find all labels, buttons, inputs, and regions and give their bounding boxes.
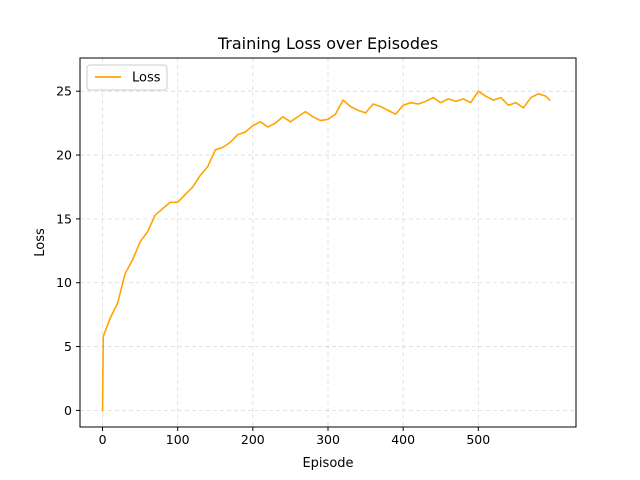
legend-label-loss: Loss [132,71,161,86]
legend: Loss [86,64,168,91]
y-tick-label: 20 [56,148,72,163]
series-line-loss [101,90,551,412]
y-tick-label: 15 [56,211,72,226]
x-grid [102,58,479,427]
x-tick-label: 300 [316,432,340,447]
x-tick-label: 400 [391,432,415,447]
y-tick-label: 0 [64,403,72,418]
legend-box [86,64,168,91]
series-layer [101,90,551,412]
y-ticks: 0 5 10 15 20 25 [56,84,80,418]
x-tick-label: 0 [99,432,107,447]
x-axis-label: Episode [302,456,353,471]
x-ticks: 0 100 200 300 400 500 [99,427,490,447]
x-tick-label: 500 [466,432,490,447]
y-grid [80,90,576,411]
x-tick-label: 200 [241,432,265,447]
x-tick-label: 100 [166,432,190,447]
chart-title: Training Loss over Episodes [217,34,438,53]
y-tick-label: 25 [56,84,72,99]
y-tick-label: 5 [64,339,72,354]
y-axis-label: Loss [33,228,48,257]
y-tick-label: 10 [56,275,72,290]
